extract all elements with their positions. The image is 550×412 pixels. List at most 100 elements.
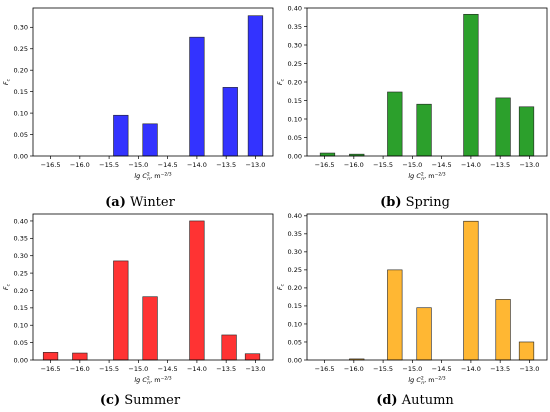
panel-caption: (b) Spring [380, 195, 450, 210]
x-tick-label: −15.0 [128, 365, 148, 373]
y-axis-label-subscript: c [281, 283, 286, 286]
x-tick-label: −15.5 [99, 365, 119, 373]
y-tick-label: 0.30 [14, 252, 28, 260]
x-axis-label-unit: , m [424, 376, 434, 384]
y-tick-label: 0.10 [14, 322, 28, 330]
x-tick-label: −13.5 [490, 161, 510, 169]
chart-panel-3: 0.00 0.05 0.10 0.15 0.20 0.25 0.30 0.35 0.40 −16.… [2, 213, 274, 408]
y-tick-label: 0.10 [288, 115, 302, 123]
x-tick-label: −16.0 [70, 365, 90, 373]
y-tick-label: 0.00 [288, 356, 302, 364]
y-tick-label: 0.40 [288, 4, 302, 12]
x-axis-label-unit-superscript: −2/3 [435, 376, 446, 382]
panel-caption: (c) Summer [100, 393, 181, 408]
x-tick-label: −16.5 [315, 161, 335, 169]
x-axis-label-superscript: 2 [147, 172, 150, 178]
x-tick-label: −15.5 [99, 161, 119, 169]
panel-caption-season: Winter [126, 195, 176, 210]
plot-frame [32, 213, 274, 361]
bar [142, 296, 158, 361]
x-axis-label-subscript: n [147, 177, 150, 182]
y-tick-label: 0.35 [14, 235, 28, 243]
x-tick-label: −16.5 [41, 365, 61, 373]
bar [247, 15, 264, 157]
x-axis-label-subscript: n [147, 381, 150, 386]
y-tick-label: 0.35 [288, 23, 302, 31]
panel-caption: (d) Autumn [376, 393, 454, 408]
x-tick-label: −13.5 [216, 161, 236, 169]
bar [222, 87, 238, 157]
x-axis-label-superscript: 2 [147, 376, 150, 382]
y-tick-label: 0.30 [288, 41, 302, 49]
x-tick-label: −14.5 [432, 365, 452, 373]
x-tick-label: −14.0 [187, 365, 207, 373]
y-tick-label: 0.20 [288, 284, 302, 292]
x-axis-label-superscript: 2 [421, 172, 424, 178]
x-axis-label-superscript: 2 [421, 376, 424, 382]
x-tick-label: −13.0 [245, 161, 265, 169]
bar [113, 260, 129, 361]
x-axis-label-main: lg C [134, 172, 147, 180]
x-tick-label: −15.5 [373, 161, 393, 169]
x-tick-label: −14.5 [158, 365, 178, 373]
x-axis-label: lg C2 n, m−2/3 [408, 376, 445, 387]
y-axis-label-subscript: c [7, 78, 12, 81]
x-tick-label: −13.5 [216, 365, 236, 373]
y-tick-label: 0.25 [14, 269, 28, 277]
y-tick-label: 0.30 [288, 248, 302, 256]
bar [463, 13, 479, 157]
y-tick-label: 0.40 [288, 212, 302, 220]
x-tick-label: −13.5 [490, 365, 510, 373]
x-tick-label: −14.0 [461, 161, 481, 169]
y-tick-label: 0.15 [14, 88, 28, 96]
y-tick-label: 0.00 [14, 356, 28, 364]
bar [495, 97, 511, 157]
y-axis-label-subscript: c [7, 283, 12, 286]
x-axis-label-subscript: n [421, 381, 424, 386]
x-axis-label: lg C2 n, m−2/3 [408, 172, 445, 183]
x-axis-label-main: lg C [408, 172, 421, 180]
y-tick-label: 0.15 [14, 304, 28, 312]
x-axis-label-unit: , m [424, 172, 434, 180]
x-tick-label: −15.0 [402, 365, 422, 373]
x-tick-label: −13.0 [245, 365, 265, 373]
chart-panel-1: 0.00 0.05 0.10 0.15 0.20 0.25 0.30 −16.5 −16.0 −1… [2, 7, 274, 210]
x-tick-label: −13.0 [519, 161, 539, 169]
y-tick-label: 0.20 [14, 287, 28, 295]
x-axis-label-subscript: n [421, 177, 424, 182]
x-tick-label: −14.0 [187, 161, 207, 169]
x-tick-label: −16.0 [70, 161, 90, 169]
y-tick-label: 0.10 [14, 109, 28, 117]
x-axis-label-main: lg C [134, 376, 147, 384]
y-tick-label: 0.25 [14, 45, 28, 53]
y-tick-label: 0.00 [288, 152, 302, 160]
bar [416, 103, 432, 157]
x-tick-label: −13.0 [519, 365, 539, 373]
x-tick-label: −16.0 [344, 365, 364, 373]
x-axis-label-unit-superscript: −2/3 [161, 172, 172, 178]
bar [518, 341, 535, 361]
x-tick-label: −14.5 [432, 161, 452, 169]
x-tick-label: −16.5 [315, 365, 335, 373]
y-tick-label: 0.30 [14, 24, 28, 32]
panel-caption-letter: (a) [105, 195, 126, 210]
x-axis-label-main: lg C [408, 376, 421, 384]
panel-caption-letter: (c) [100, 393, 120, 408]
x-axis-label: lg C2 n, m−2/3 [134, 172, 171, 183]
bar [244, 353, 261, 361]
bar [189, 220, 205, 361]
x-axis-label-unit: , m [150, 172, 160, 180]
y-tick-label: 0.05 [288, 338, 302, 346]
x-axis-label-unit: , m [150, 376, 160, 384]
bar [387, 269, 403, 361]
bar [42, 352, 59, 361]
panel-caption-season: Spring [401, 195, 449, 210]
bar [142, 123, 158, 157]
x-tick-label: −14.0 [461, 365, 481, 373]
y-tick-label: 0.00 [14, 152, 28, 160]
chart-panel-2: 0.00 0.05 0.10 0.15 0.20 0.25 0.30 0.35 0.40 −16.… [276, 4, 548, 210]
bar [113, 114, 129, 157]
y-axis-label: Fc [276, 283, 286, 290]
panel-caption-season: Autumn [398, 393, 455, 408]
